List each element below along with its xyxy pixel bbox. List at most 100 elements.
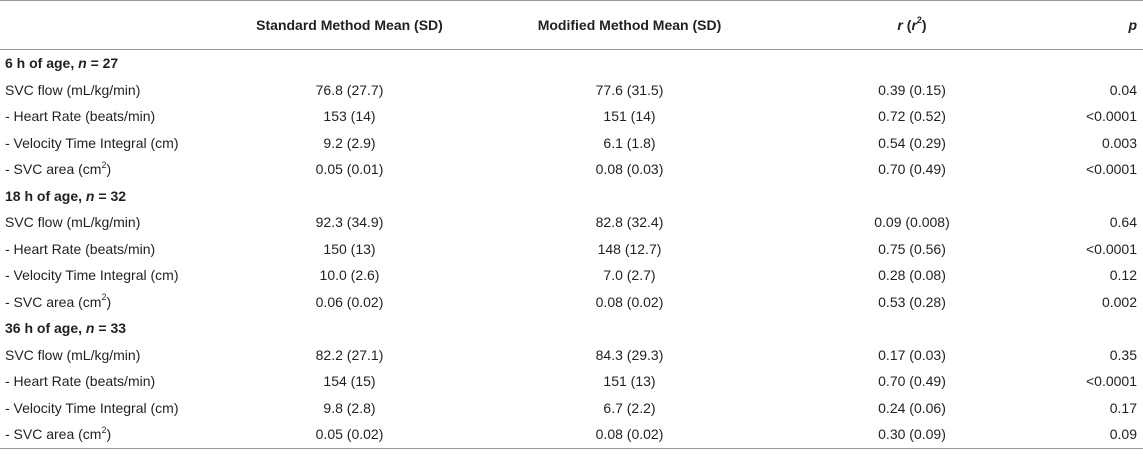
table-row: SVC flow (mL/kg/min) 82.2 (27.1) 84.3 (29.… <box>0 342 1143 369</box>
row-label-superscript: 2 <box>101 424 107 435</box>
cell-standard-method: 150 (13) <box>323 240 376 257</box>
group-title-count: = 27 <box>86 55 119 72</box>
cell-standard-method: 154 (15) <box>323 373 376 390</box>
row-label-text: SVC flow (mL/kg/min) <box>5 346 141 363</box>
row-label: - Heart Rate (beats/min) <box>0 368 232 395</box>
cell-correlation: 0.70 (0.49) <box>878 373 946 390</box>
group-title-count: = 33 <box>94 320 127 337</box>
cell-correlation: 0.54 (0.29) <box>878 134 946 151</box>
group-title-prefix: 18 h of age, <box>5 187 86 204</box>
cell-standard-method: 0.05 (0.01) <box>315 161 384 178</box>
cell-standard-method: 9.8 (2.8) <box>323 399 376 416</box>
row-label-text: - Velocity Time Integral (cm) <box>5 134 179 151</box>
row-label: SVC flow (mL/kg/min) <box>0 342 232 369</box>
cell-correlation: 0.72 (0.52) <box>878 108 946 125</box>
header-r-close: ) <box>921 16 927 33</box>
cell-p-value: 0.17 <box>1109 399 1137 416</box>
cell-modified-method: 77.6 (31.5) <box>595 81 664 98</box>
group-title-n: n <box>85 187 95 204</box>
cell-modified-method: 7.0 (2.7) <box>603 267 656 284</box>
row-label-text: - Heart Rate (beats/min) <box>5 373 156 390</box>
header-r-symbol: r <box>897 16 903 33</box>
table-row: - Velocity Time Integral (cm) 9.2 (2.9) 6.… <box>0 130 1143 157</box>
cell-p-value: 0.04 <box>1109 81 1137 98</box>
group-title: 36 h of age, n = 33 <box>0 315 1143 342</box>
table-row: - Velocity Time Integral (cm) 10.0 (2.6) 7… <box>0 262 1143 289</box>
table-row: - Velocity Time Integral (cm) 9.8 (2.8) 6.… <box>0 395 1143 422</box>
header-modified-method: Modified Method Mean (SD) <box>467 0 792 50</box>
table-row: - SVC area (cm2) 0.05 (0.02) 0.08 (0.02) 0.… <box>0 421 1143 449</box>
row-label: - Velocity Time Integral (cm) <box>0 395 232 422</box>
row-label: - SVC area (cm2) <box>0 156 232 183</box>
cell-modified-method: 82.8 (32.4) <box>595 214 664 231</box>
cell-modified-method: 6.1 (1.8) <box>603 134 656 151</box>
group-title-n: n <box>78 55 87 72</box>
header-r2-symbol: r <box>911 16 917 33</box>
cell-correlation: 0.17 (0.03) <box>878 346 946 363</box>
row-label: - SVC area (cm2) <box>0 289 232 316</box>
group-title: 18 h of age, n = 32 <box>0 183 1143 210</box>
row-label: - Heart Rate (beats/min) <box>0 236 232 263</box>
group-title-prefix: 6 h of age, <box>5 55 79 72</box>
row-label: - Heart Rate (beats/min) <box>0 103 232 130</box>
header-p-value: p <box>1032 0 1143 50</box>
table-row: SVC flow (mL/kg/min) 92.3 (34.9) 82.8 (32.… <box>0 209 1143 236</box>
cell-p-value: 0.09 <box>1032 421 1143 449</box>
results-table: Standard Method Mean (SD) Modified Metho… <box>0 0 1143 449</box>
table-row: - Heart Rate (beats/min) 153 (14) 151 (14)… <box>0 103 1143 130</box>
cell-modified-method: 148 (12.7) <box>597 240 662 257</box>
table-row: - Heart Rate (beats/min) 150 (13) 148 (12.… <box>0 236 1143 263</box>
cell-modified-method: 151 (14) <box>603 108 656 125</box>
group-header-row: 6 h of age, n = 27 <box>0 50 1143 77</box>
header-correlation: r (r2) <box>792 0 1032 50</box>
group-title-n: n <box>85 320 95 337</box>
header-r2-superscript: 2 <box>916 15 922 26</box>
cell-standard-method: 10.0 (2.6) <box>319 267 380 284</box>
row-label: - SVC area (cm2) <box>0 421 232 449</box>
group-title: 6 h of age, n = 27 <box>0 50 1143 77</box>
row-label-text: - Velocity Time Integral (cm) <box>5 399 179 416</box>
cell-modified-method: 84.3 (29.3) <box>595 346 664 363</box>
cell-correlation: 0.24 (0.06) <box>878 399 946 416</box>
cell-standard-method: 92.3 (34.9) <box>315 214 384 231</box>
header-standard-method: Standard Method Mean (SD) <box>232 0 467 50</box>
cell-p-value: 0.003 <box>1101 134 1137 151</box>
row-label-superscript: 2 <box>101 159 107 170</box>
cell-p-value: 0.64 <box>1109 214 1137 231</box>
cell-p-value: <0.0001 <box>1086 373 1137 390</box>
cell-modified-method: 0.08 (0.02) <box>595 293 664 310</box>
row-label-text: - SVC area (cm <box>5 426 102 443</box>
row-label-text: - Heart Rate (beats/min) <box>5 240 156 257</box>
cell-correlation: 0.53 (0.28) <box>878 293 946 310</box>
cell-p-value: <0.0001 <box>1086 240 1137 257</box>
cell-p-value: 0.12 <box>1109 267 1137 284</box>
cell-p-value: <0.0001 <box>1086 108 1137 125</box>
row-label: - Velocity Time Integral (cm) <box>0 130 232 157</box>
table-row: - Heart Rate (beats/min) 154 (15) 151 (13)… <box>0 368 1143 395</box>
row-label-text: - Heart Rate (beats/min) <box>5 108 156 125</box>
cell-correlation: 0.70 (0.49) <box>878 161 946 178</box>
cell-modified-method: 151 (13) <box>603 373 656 390</box>
row-label-superscript: 2 <box>101 292 107 303</box>
row-label: SVC flow (mL/kg/min) <box>0 77 232 104</box>
row-label: - Velocity Time Integral (cm) <box>0 262 232 289</box>
cell-correlation: 0.30 (0.09) <box>792 421 1032 449</box>
cell-standard-method: 153 (14) <box>323 108 376 125</box>
row-label-close: ) <box>106 161 112 178</box>
row-label-close: ) <box>106 426 112 443</box>
table-body: 6 h of age, n = 27 SVC flow (mL/kg/min) 76… <box>0 50 1143 449</box>
group-header-row: 18 h of age, n = 32 <box>0 183 1143 210</box>
table-row: - SVC area (cm2) 0.05 (0.01) 0.08 (0.03) 0.… <box>0 156 1143 183</box>
cell-modified-method: 0.08 (0.02) <box>467 421 792 449</box>
cell-correlation: 0.09 (0.008) <box>874 214 950 231</box>
row-label-text: SVC flow (mL/kg/min) <box>5 214 141 231</box>
cell-standard-method: 0.05 (0.02) <box>232 421 467 449</box>
cell-standard-method: 0.06 (0.02) <box>315 293 384 310</box>
row-label-text: - SVC area (cm <box>5 161 102 178</box>
header-row: Standard Method Mean (SD) Modified Metho… <box>0 0 1143 50</box>
table-row: SVC flow (mL/kg/min) 76.8 (27.7) 77.6 (31.… <box>0 77 1143 104</box>
cell-correlation: 0.28 (0.08) <box>878 267 946 284</box>
cell-p-value: <0.0001 <box>1086 161 1137 178</box>
cell-standard-method: 82.2 (27.1) <box>315 346 384 363</box>
table-row: - SVC area (cm2) 0.06 (0.02) 0.08 (0.02) 0.… <box>0 289 1143 316</box>
